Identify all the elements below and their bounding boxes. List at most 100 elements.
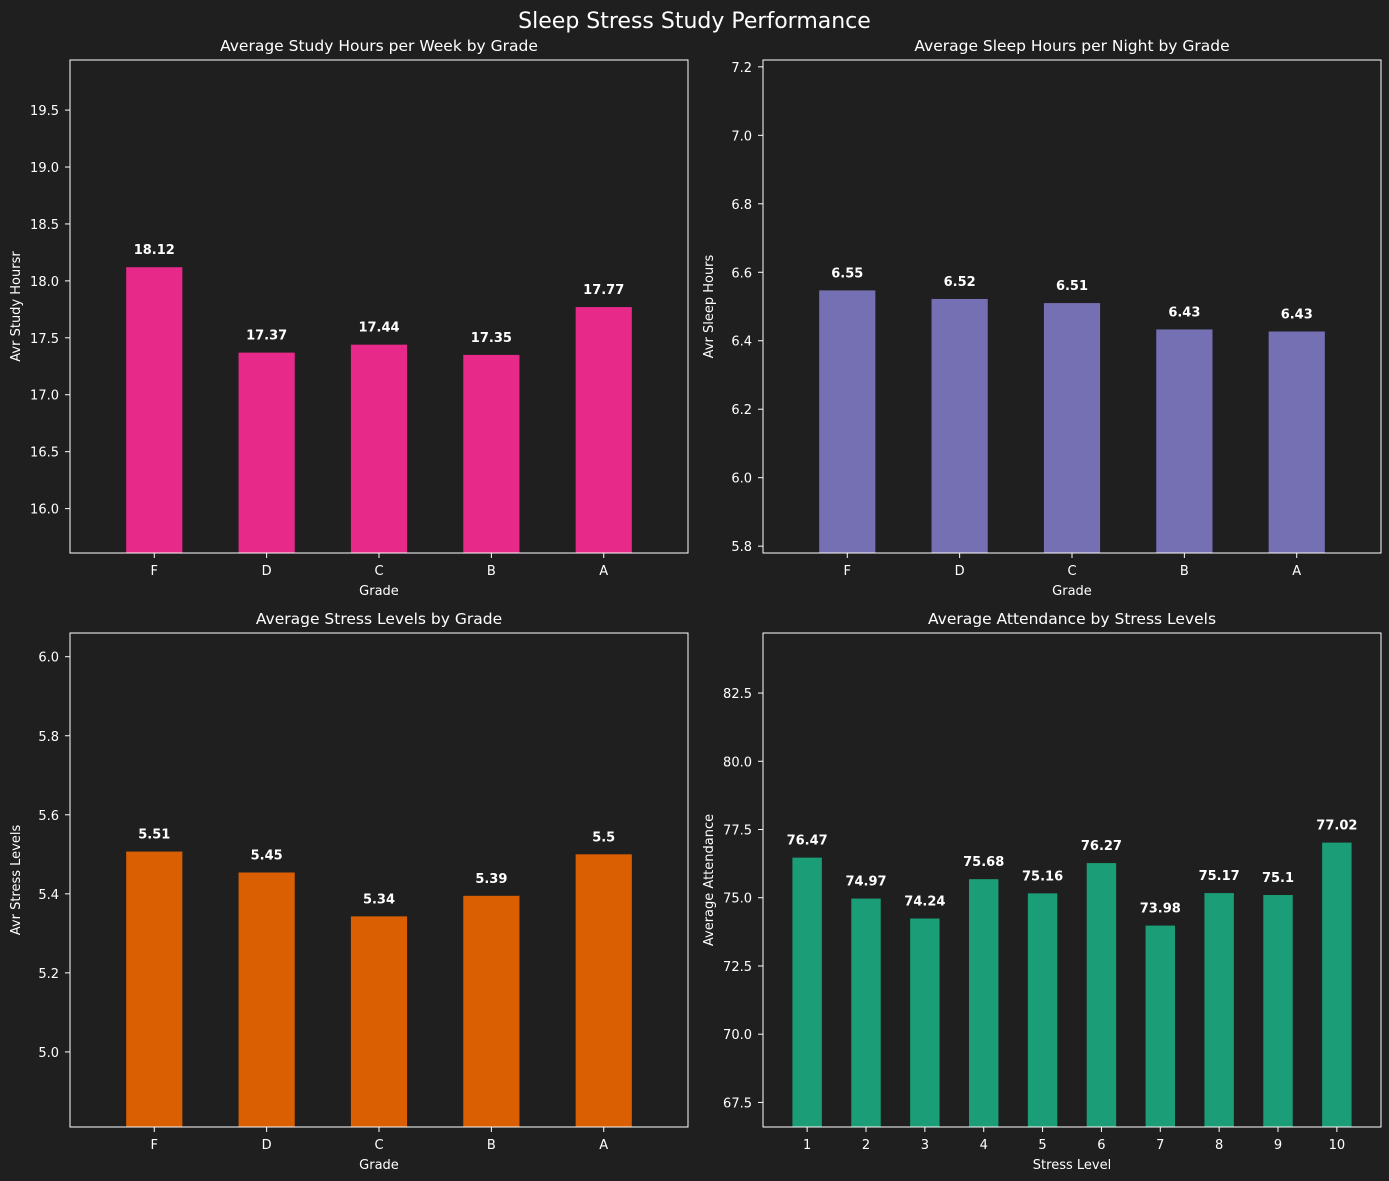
bar-value-label: 5.5	[592, 830, 615, 845]
bar-b	[463, 354, 520, 553]
y-tick-label: 16.5	[30, 446, 59, 461]
bar-f	[126, 851, 183, 1127]
bar-b	[1156, 329, 1213, 553]
x-tick-label: D	[262, 564, 272, 579]
bar-value-label: 75.1	[1262, 871, 1294, 886]
y-tick-label: 7.0	[731, 129, 752, 144]
y-tick-label: 7.2	[731, 61, 752, 76]
bar-5	[1027, 893, 1058, 1127]
bar-3	[910, 918, 940, 1127]
bar-value-label: 17.37	[246, 329, 287, 344]
bar-b	[463, 895, 520, 1127]
y-tick-label: 18.0	[30, 275, 59, 290]
subplots: 18.1217.3717.4417.3517.7716.016.517.017.…	[9, 37, 1382, 1173]
x-tick-label: 10	[1329, 1138, 1346, 1153]
x-tick-label: D	[955, 564, 965, 579]
y-tick-label: 17.5	[30, 332, 59, 347]
subplot-title: Average Study Hours per Week by Grade	[220, 37, 538, 55]
y-tick-label: 6.0	[731, 472, 752, 487]
y-tick-label: 67.5	[723, 1096, 752, 1111]
figure-suptitle: Sleep Stress Study Performance	[518, 9, 871, 34]
y-tick-label: 5.4	[38, 888, 59, 903]
bar-value-label: 17.35	[471, 331, 512, 346]
y-axis-label: Average Attendance	[702, 814, 717, 946]
subplot-1: 18.12 17.37 17.44 17.35 17.77 16.0 16.5 17.0 17.…	[9, 37, 689, 599]
y-tick-label: 5.0	[38, 1046, 59, 1061]
bar-value-label: 75.68	[963, 855, 1004, 870]
x-tick-label: C	[374, 564, 383, 579]
bar-value-label: 17.77	[583, 283, 624, 298]
y-tick-label: 5.2	[38, 967, 59, 982]
y-tick-label: 6.0	[38, 651, 59, 666]
bar-value-label: 18.12	[134, 243, 175, 258]
y-tick-label: 72.5	[723, 960, 752, 975]
y-tick-label: 75.0	[723, 892, 752, 907]
y-tick-label: 5.8	[731, 540, 752, 555]
bar-value-label: 75.16	[1022, 869, 1063, 884]
x-axis-label: Grade	[359, 584, 399, 599]
bar-8	[1204, 893, 1234, 1127]
y-tick-label: 17.0	[30, 389, 59, 404]
x-axis-label: Grade	[1052, 584, 1092, 599]
subplot-2: 6.55 6.52 6.51 6.43 6.43 5.8 6.0 6.2 6.4 6.6 6.8 7.…	[702, 37, 1382, 599]
bar-value-label: 5.39	[475, 872, 507, 887]
x-tick-label: 1	[803, 1138, 811, 1153]
y-axis-label: Avr Sleep Hours	[702, 254, 717, 358]
x-tick-label: 4	[980, 1138, 988, 1153]
x-tick-label: D	[262, 1138, 272, 1153]
x-tick-label: 3	[921, 1138, 929, 1153]
bar-1	[792, 857, 822, 1127]
bar-a	[575, 854, 632, 1127]
x-tick-label: 6	[1097, 1138, 1105, 1153]
y-tick-label: 18.5	[30, 218, 59, 233]
y-axis-label: Avr Stress Levels	[9, 825, 24, 936]
y-tick-label: 19.0	[30, 161, 59, 176]
subplot-title: Average Attendance by Stress Levels	[928, 610, 1216, 628]
y-tick-label: 6.8	[731, 198, 752, 213]
bar-d	[238, 872, 295, 1127]
bar-value-label: 77.02	[1316, 819, 1357, 834]
bar-a	[1268, 331, 1325, 553]
x-tick-label: B	[487, 564, 496, 579]
x-tick-label: C	[374, 1138, 383, 1153]
x-tick-label: F	[151, 564, 158, 579]
bar-value-label: 76.47	[787, 834, 828, 849]
subplot-title: Average Stress Levels by Grade	[256, 610, 502, 628]
x-tick-label: 9	[1274, 1138, 1282, 1153]
x-tick-label: A	[599, 1138, 608, 1153]
y-tick-label: 6.6	[731, 266, 752, 281]
subplot-4: 76.4774.9774.2475.6875.1676.2773.9875.17…	[702, 610, 1382, 1173]
bar-value-label: 6.43	[1168, 305, 1200, 320]
y-tick-label: 19.5	[30, 104, 59, 119]
y-tick-label: 5.8	[38, 730, 59, 745]
x-axis-label: Grade	[359, 1158, 399, 1173]
bar-c	[350, 344, 408, 553]
bar-c	[1043, 303, 1101, 553]
bar-4	[969, 879, 999, 1127]
bar-2	[851, 898, 881, 1127]
bar-d	[931, 298, 988, 553]
y-axis-label: Avr Study Hoursr	[9, 251, 24, 362]
y-tick-label: 5.6	[38, 809, 59, 824]
x-tick-label: 2	[862, 1138, 870, 1153]
subplot-3: 5.51 5.45 5.34 5.39 5.5 5.0 5.2 5.4 5.6 5.8 6.0 F D C…	[9, 610, 689, 1173]
y-tick-label: 6.4	[731, 335, 752, 350]
bar-value-label: 76.27	[1081, 839, 1122, 854]
axes-frame	[762, 632, 1382, 1128]
bar-value-label: 5.45	[251, 848, 283, 863]
x-tick-label: C	[1067, 564, 1076, 579]
bar-value-label: 5.51	[138, 828, 170, 843]
x-tick-label: B	[1180, 564, 1189, 579]
x-tick-label: 8	[1215, 1138, 1223, 1153]
bar-value-label: 73.98	[1140, 902, 1181, 917]
bar-6	[1086, 863, 1117, 1127]
y-tick-label: 82.5	[723, 687, 752, 702]
bar-value-label: 5.34	[363, 892, 395, 907]
subplot-title: Average Sleep Hours per Night by Grade	[914, 37, 1229, 55]
bar-a	[575, 307, 632, 553]
bar-c	[350, 916, 408, 1127]
x-tick-label: 7	[1156, 1138, 1164, 1153]
bar-7	[1145, 925, 1175, 1127]
x-tick-label: F	[844, 564, 851, 579]
y-tick-label: 77.5	[723, 824, 752, 839]
